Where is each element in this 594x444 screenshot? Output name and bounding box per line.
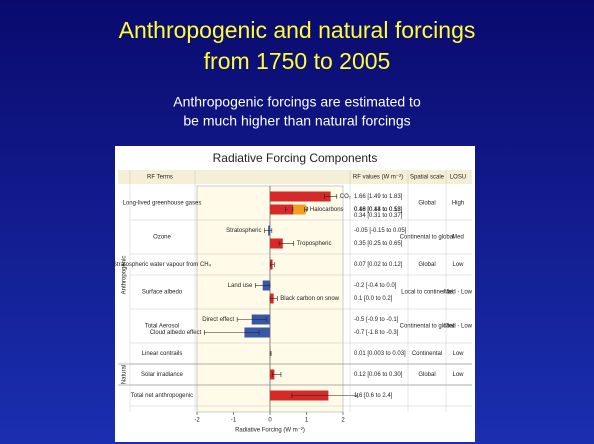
x-tick-label: -1 [231, 418, 237, 424]
rf-value: 0.48 [0.43 to 0.53] [354, 207, 403, 213]
rf-term: Ozone [153, 235, 171, 241]
rf-value: 0.01 [0.003 to 0.03] [354, 351, 406, 357]
rf-term: Solar irradiance [141, 372, 184, 378]
bar-label: Direct effect [202, 317, 234, 323]
slide-subtitle: be much higher than natural forcings [183, 113, 410, 129]
bar [287, 204, 294, 215]
spatial-scale: Local to continental [401, 290, 453, 296]
spatial-scale: Continental to global [400, 324, 455, 330]
slide-title: from 1750 to 2005 [204, 48, 391, 74]
header-band [118, 170, 472, 184]
rf-value: -0.5 [-0.9 to -0.1] [354, 317, 399, 323]
rf-term: Long-lived greenhouse gases [123, 201, 202, 207]
rf-value: 1.66 [1.49 to 1.83] [354, 194, 403, 200]
x-tick-label: 2 [341, 418, 345, 424]
rf-value: 0.07 [0.02 to 0.12] [354, 262, 403, 268]
rf-value: -0.2 [-0.4 to 0.0] [354, 283, 397, 289]
bar-label: Halocarbons [310, 207, 344, 213]
losu: Low [452, 351, 464, 357]
bar [293, 204, 306, 215]
x-tick-label: -2 [194, 418, 200, 424]
spatial-scale: Continental to global [400, 235, 455, 241]
losu: High [452, 201, 464, 207]
column-header: Spatial scale [410, 175, 445, 181]
bar [270, 191, 331, 202]
rf-term: Surface albedo [142, 290, 183, 296]
bar-label: Tropospheric [297, 241, 332, 247]
bar-label: Black carbon on snow [280, 296, 339, 302]
rf-value: 0.16 [0.14 to 0.18] [354, 207, 403, 213]
spatial-scale: Global [418, 201, 435, 207]
rf-value: 0.1 [0.0 to 0.2] [354, 296, 393, 302]
slide-subtitle: Anthropogenic forcings are estimated to [173, 94, 421, 110]
rf-value: 0.35 [0.25 to 0.65] [354, 241, 403, 247]
x-tick-label: 1 [305, 418, 309, 424]
losu: Low [452, 262, 464, 268]
x-tick-label: 0 [268, 418, 272, 424]
bar-label: Land use [228, 283, 253, 289]
rf-value: 1.6 [0.6 to 2.4] [354, 393, 393, 399]
rf-value: -0.7 [-1.8 to -0.3] [354, 330, 399, 336]
rf-term: Linear contrails [142, 351, 183, 357]
rf-value: 0.34 [0.31 to 0.37] [354, 213, 403, 219]
column-header: RF values (W m⁻²) [353, 175, 403, 181]
spatial-scale: Global [418, 262, 435, 268]
rf-term: Total Aerosol [145, 324, 179, 330]
losu: Med - Low [444, 324, 473, 330]
group-label: Natural [122, 365, 128, 384]
bar-label: Stratospheric [226, 228, 261, 234]
losu: Low [452, 372, 464, 378]
bar-label: CO₂ [340, 194, 352, 200]
figure: RF Terms RF values (W m⁻²) Spatial scale LO… [113, 170, 473, 434]
rf-value: -0.05 [-0.15 to 0.05] [354, 228, 407, 234]
x-axis-label: Radiative Forcing (W m⁻²) [235, 428, 305, 434]
bar-label: Cloud albedo effect [150, 330, 202, 336]
column-header: LOSU [450, 175, 466, 181]
losu: Med - Low [444, 290, 473, 296]
chart-title: Radiative Forcing Components [213, 151, 378, 165]
group-label: Anthropogenic [122, 256, 128, 295]
bar [270, 238, 283, 249]
column-header: RF Terms [147, 175, 173, 181]
spatial-scale: Continental [412, 351, 442, 357]
spatial-scale: Global [418, 372, 435, 378]
slide-title: Anthropogenic and natural forcings [119, 17, 476, 43]
bar [270, 204, 288, 215]
rf-term: Total net anthropogenic [131, 393, 193, 399]
rf-value: 0.12 [0.06 to 0.30] [354, 372, 403, 378]
rf-term: Stratospheric water vapour from CH₄ [113, 262, 212, 268]
losu: Med [452, 235, 464, 241]
